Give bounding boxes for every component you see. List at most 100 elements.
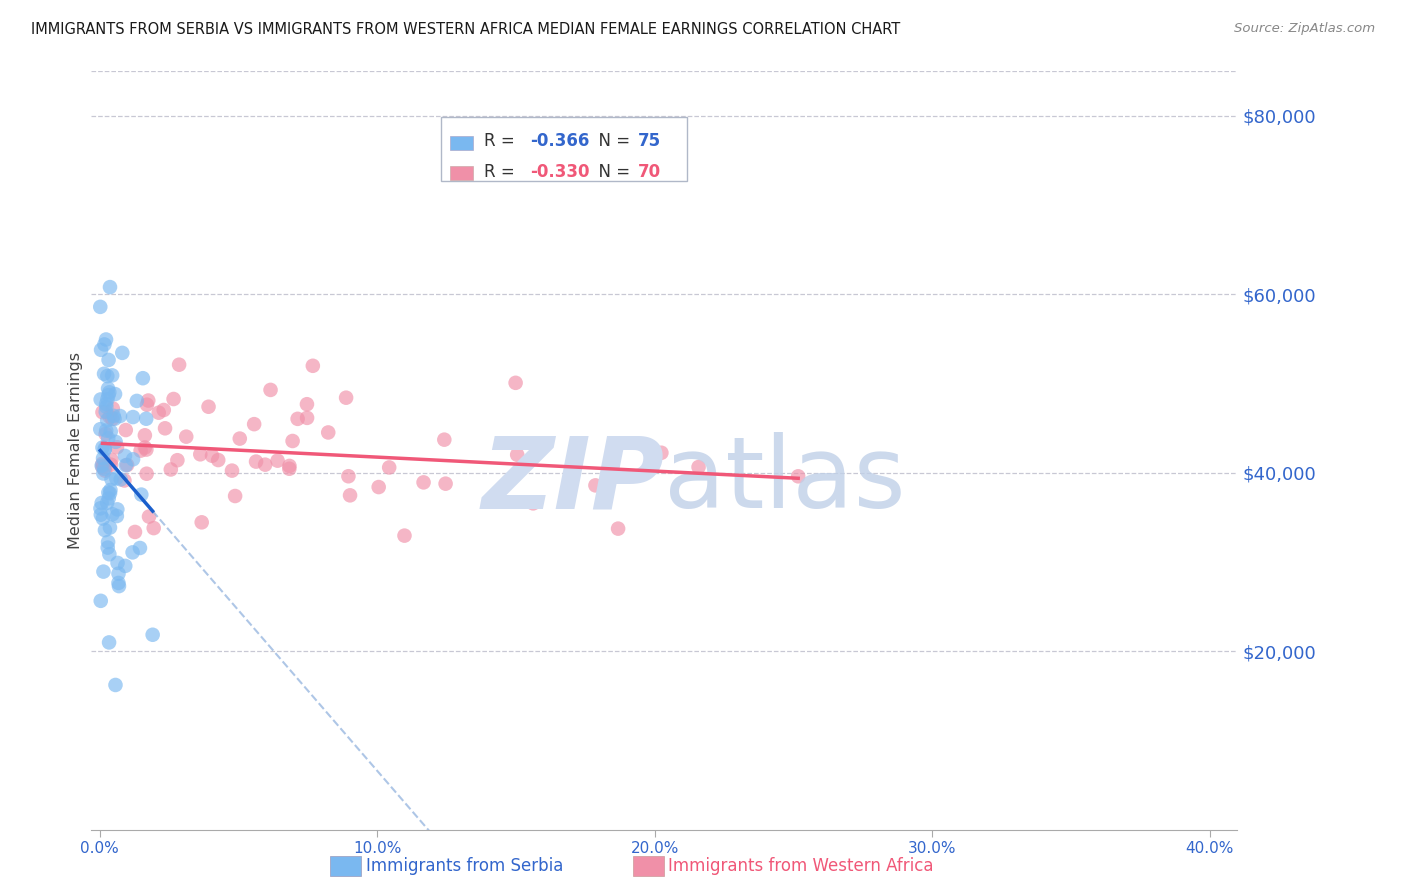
Point <box>94 397 117 411</box>
Point <box>278 458 301 473</box>
Point <box>295 410 318 425</box>
Point <box>93 467 115 481</box>
Point <box>107 566 129 581</box>
Point <box>90 508 112 522</box>
Point <box>316 425 339 440</box>
Point <box>114 423 136 437</box>
Point <box>89 501 111 516</box>
Point <box>335 391 357 405</box>
Point <box>98 547 121 561</box>
Point <box>190 516 212 530</box>
Point <box>787 469 810 483</box>
Point <box>90 392 112 407</box>
Point <box>132 371 155 385</box>
Point <box>101 412 124 426</box>
Point <box>394 528 416 542</box>
Point <box>105 502 128 516</box>
Point <box>131 487 153 501</box>
Point <box>96 400 118 414</box>
Point <box>142 521 165 535</box>
Text: Immigrants from Serbia: Immigrants from Serbia <box>366 857 562 875</box>
Point <box>90 594 112 608</box>
Point <box>107 556 129 570</box>
Point <box>100 458 122 472</box>
Point <box>125 393 148 408</box>
Point <box>96 369 118 384</box>
Point <box>93 565 115 579</box>
Point <box>97 382 120 396</box>
Point <box>207 453 229 467</box>
Point <box>104 678 127 692</box>
Point <box>281 434 304 448</box>
Bar <box>450 136 472 150</box>
Point <box>159 462 181 476</box>
Point <box>101 507 124 521</box>
Point <box>111 346 134 360</box>
Point <box>105 440 128 454</box>
Point <box>124 524 146 539</box>
Point <box>94 464 117 478</box>
Point <box>245 454 267 468</box>
Text: N =: N = <box>588 132 636 151</box>
Point <box>505 376 527 390</box>
Point <box>138 509 160 524</box>
Point <box>100 452 122 467</box>
Point <box>295 397 318 411</box>
Point <box>96 392 118 407</box>
Point <box>136 393 159 408</box>
Point <box>98 635 121 649</box>
Point <box>278 462 301 476</box>
Point <box>110 472 132 486</box>
Point <box>114 558 136 573</box>
Point <box>135 442 157 457</box>
Point <box>93 337 115 351</box>
Point <box>301 359 323 373</box>
Text: -0.330: -0.330 <box>530 162 589 181</box>
Point <box>103 409 125 423</box>
Point <box>93 462 115 476</box>
Point <box>174 430 197 444</box>
Point <box>134 441 156 455</box>
Point <box>97 388 120 402</box>
Point <box>94 442 117 457</box>
Text: -0.366: -0.366 <box>530 132 589 151</box>
Point <box>129 443 152 458</box>
Point <box>100 472 122 486</box>
Point <box>97 485 120 500</box>
Point <box>266 453 288 467</box>
Point <box>97 352 120 367</box>
Point <box>89 422 111 436</box>
Point <box>167 358 190 372</box>
Point <box>96 496 118 510</box>
Point <box>108 579 131 593</box>
Text: N =: N = <box>588 162 636 181</box>
Point <box>607 522 630 536</box>
Point <box>105 509 128 524</box>
Point <box>96 413 118 427</box>
Point <box>259 383 281 397</box>
Point <box>97 541 120 555</box>
Point <box>94 442 117 456</box>
Point <box>522 496 544 510</box>
Point <box>243 417 266 432</box>
Point <box>100 483 122 497</box>
Point <box>91 441 114 455</box>
Point <box>115 458 138 473</box>
Point <box>583 478 606 492</box>
Point <box>166 453 188 467</box>
Point <box>142 628 165 642</box>
Point <box>337 469 360 483</box>
Point <box>378 460 401 475</box>
Point <box>434 476 457 491</box>
Point <box>148 406 170 420</box>
Point <box>94 427 117 442</box>
Point <box>506 448 529 462</box>
Point <box>153 421 176 435</box>
Bar <box>330 856 361 876</box>
Point <box>100 425 122 439</box>
Point <box>122 452 145 467</box>
FancyBboxPatch shape <box>441 117 688 181</box>
Point <box>152 403 174 417</box>
Text: IMMIGRANTS FROM SERBIA VS IMMIGRANTS FROM WESTERN AFRICA MEDIAN FEMALE EARNINGS : IMMIGRANTS FROM SERBIA VS IMMIGRANTS FRO… <box>31 22 900 37</box>
Point <box>254 458 277 472</box>
